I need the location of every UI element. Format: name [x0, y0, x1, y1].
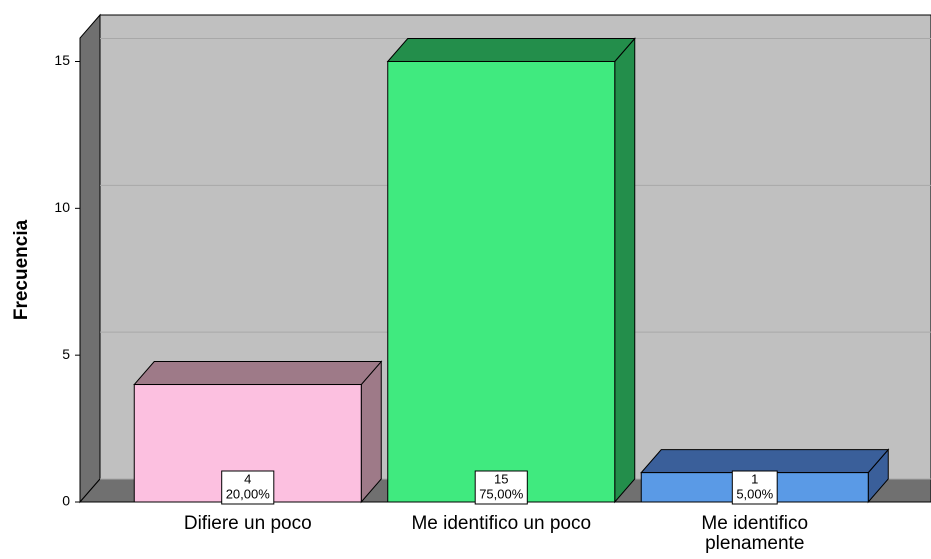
- data-label-count: 15: [494, 471, 508, 486]
- data-label-percent: 20,00%: [226, 486, 271, 501]
- bar-top: [640, 449, 890, 474]
- y-tick-label: 10: [54, 199, 70, 215]
- bar-top: [386, 37, 636, 62]
- bar-top: [133, 361, 383, 386]
- x-tick-label: Me identifico plenamente: [701, 513, 808, 554]
- bar-side: [360, 360, 382, 504]
- bar: [387, 60, 616, 503]
- y-tick-label: 15: [54, 52, 70, 68]
- y-tick-label: 5: [62, 346, 70, 362]
- bar-side: [614, 37, 636, 504]
- data-label-percent: 5,00%: [736, 486, 773, 501]
- data-label-percent: 75,00%: [479, 486, 524, 501]
- data-label-count: 1: [751, 471, 758, 486]
- data-label-box: [221, 470, 275, 505]
- data-label-count: 4: [244, 471, 251, 486]
- data-label-box: [731, 470, 778, 505]
- x-tick-label: Me identifico un poco: [411, 513, 591, 534]
- data-label-box: [474, 470, 528, 505]
- y-axis-label: Frecuencia: [11, 219, 32, 320]
- y-tick-label: 0: [62, 493, 70, 509]
- x-tick-label: Difiere un poco: [184, 513, 312, 534]
- data-label: 420,00%: [221, 470, 275, 505]
- left-wall: [79, 13, 101, 504]
- data-label: 15,00%: [731, 470, 778, 505]
